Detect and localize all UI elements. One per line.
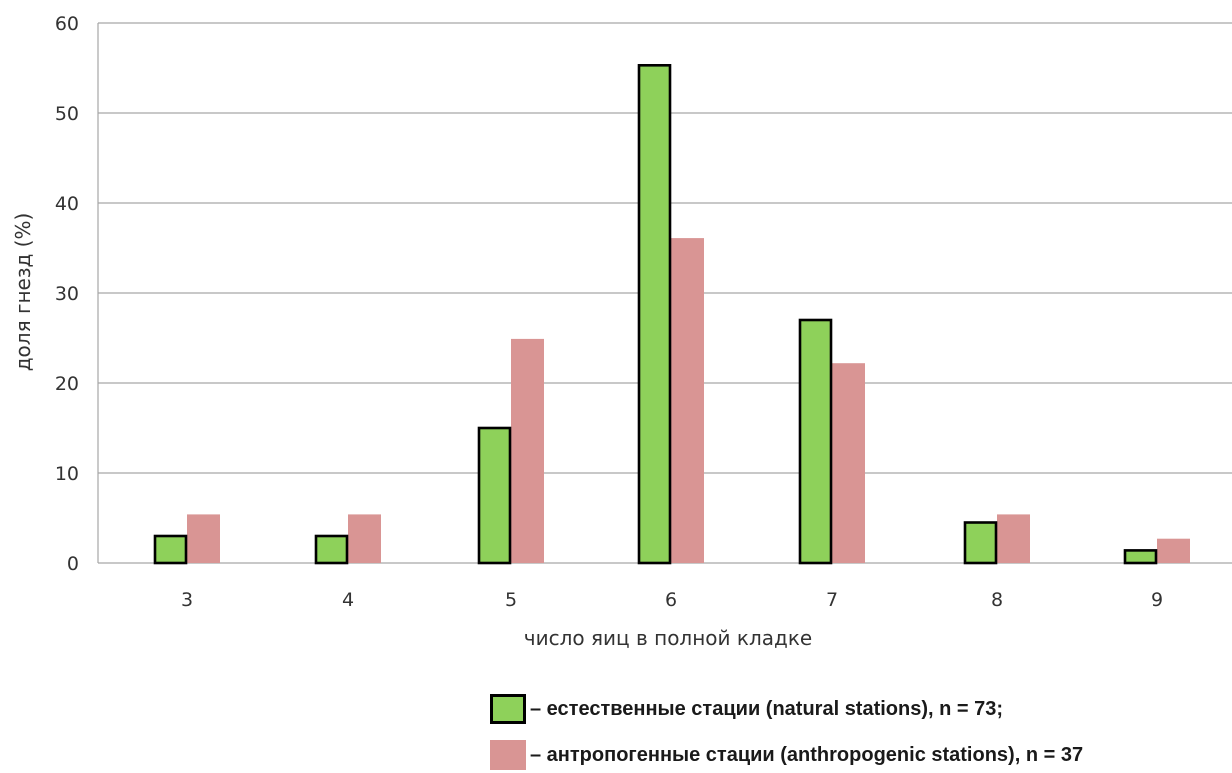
x-axis-label: число яиц в полной кладке: [524, 626, 812, 650]
bar-anthropogenic: [348, 514, 381, 563]
y-tick-label: 60: [55, 13, 79, 35]
legend-swatch-natural: [490, 694, 526, 724]
bar-natural: [314, 534, 349, 565]
x-tick-label: 5: [505, 589, 517, 611]
y-tick-label: 0: [67, 553, 79, 575]
x-tick-label: 4: [342, 589, 354, 611]
y-tick-label: 50: [55, 103, 79, 125]
legend-item-anthropogenic: – антропогенные стации (anthropogenic st…: [490, 740, 1083, 770]
bar-natural: [637, 64, 672, 565]
bar-natural: [798, 318, 833, 565]
x-tick-label: 7: [826, 589, 838, 611]
x-tick-label: 8: [991, 589, 1003, 611]
legend-label-anthropogenic: – антропогенные стации (anthropogenic st…: [530, 743, 1084, 766]
bar-natural: [477, 426, 512, 565]
y-axis-label: доля гнезд (%): [11, 213, 35, 372]
legend-swatch-anthropogenic: [490, 740, 526, 770]
bar-anthropogenic: [1157, 538, 1190, 563]
x-tick-label: 3: [181, 589, 193, 611]
bar-anthropogenic: [511, 338, 544, 563]
x-tick-labels: 3 4 5 6 7 8 9: [181, 589, 1163, 611]
y-tick-label: 40: [55, 193, 79, 215]
bar-natural: [963, 521, 998, 565]
x-tick-label: 9: [1151, 589, 1163, 611]
y-tick-label: 20: [55, 373, 79, 395]
y-tick-labels: 0 10 20 30 40 50 60: [55, 13, 79, 575]
bar-natural: [153, 534, 188, 565]
legend-item-natural: – естественные стации (natural stations)…: [490, 694, 1003, 724]
bar-anthropogenic: [832, 363, 865, 563]
bar-anthropogenic: [671, 238, 704, 563]
y-tick-label: 10: [55, 463, 79, 485]
bar-anthropogenic: [187, 514, 220, 563]
legend-label-natural: – естественные стации (natural stations)…: [530, 697, 1004, 720]
bar-anthropogenic: [997, 514, 1030, 563]
y-tick-label: 30: [55, 283, 79, 305]
x-tick-label: 6: [665, 589, 677, 611]
bar-natural: [1123, 549, 1158, 565]
bars: [153, 64, 1190, 565]
